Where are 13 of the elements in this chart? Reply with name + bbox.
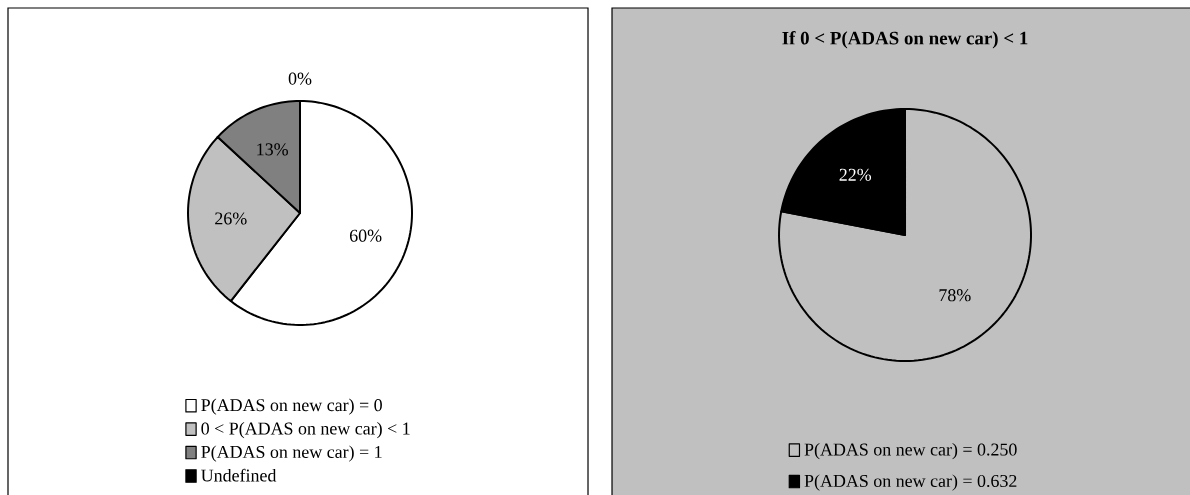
data-label: 26%: [215, 212, 247, 225]
legend-label: P(ADAS on new car) = 0.250: [804, 442, 1017, 460]
legend-label: Undefined: [201, 468, 277, 482]
chart-title: If 0 < P(ADAS on new car) < 1: [782, 31, 1028, 49]
data-label: 60%: [349, 229, 382, 242]
data-label: 22%: [839, 168, 872, 181]
legend-label: P(ADAS on new car) = 0: [201, 398, 382, 415]
text: 0%: [288, 72, 312, 85]
legend-label: P(ADAS on new car) = 0.632: [804, 474, 1017, 491]
legend-label: 0 < P(ADAS on new car) < 1: [201, 421, 410, 439]
legend-label: P(ADAS on new car) = 1: [201, 445, 382, 462]
data-label: 13%: [257, 143, 288, 156]
data-label: 78%: [939, 289, 971, 302]
